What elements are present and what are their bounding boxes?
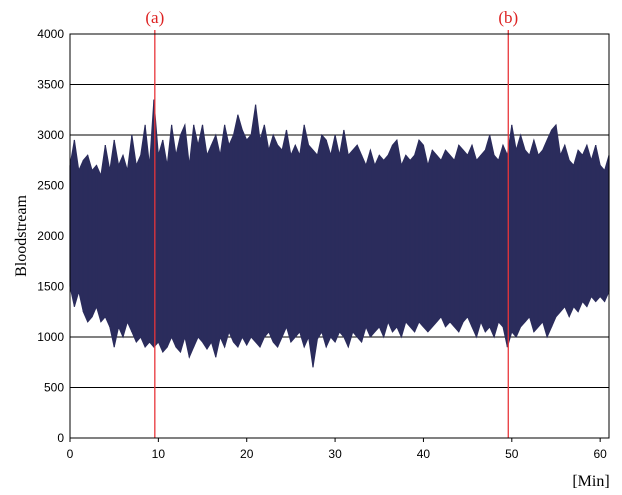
y-tick-label: 3500 xyxy=(37,78,64,92)
x-tick-label: 40 xyxy=(417,447,431,461)
marker-label: (a) xyxy=(145,8,164,27)
marker-label: (b) xyxy=(498,8,518,27)
x-tick-label: 0 xyxy=(67,447,74,461)
x-tick-label: 60 xyxy=(593,447,607,461)
y-tick-label: 1500 xyxy=(37,280,64,294)
x-tick-label: 30 xyxy=(328,447,342,461)
y-tick-label: 500 xyxy=(44,381,64,395)
y-axis-label: Bloodstream xyxy=(13,195,30,277)
y-tick-label: 0 xyxy=(57,431,64,445)
y-tick-label: 1000 xyxy=(37,330,64,344)
y-tick-labels: 0 500 1000 1500 2000 2500 3000 3500 4000 xyxy=(37,27,64,445)
y-tick-label: 2000 xyxy=(37,229,64,243)
y-tick-label: 2500 xyxy=(37,179,64,193)
x-tick-label: 50 xyxy=(505,447,519,461)
y-tick-label: 3000 xyxy=(37,128,64,142)
x-axis-label: [Min] xyxy=(572,473,609,490)
series-bloodstream xyxy=(69,99,610,368)
event-markers: (a) (b) xyxy=(145,8,518,438)
plot-frame xyxy=(69,33,610,439)
x-tick-label: 10 xyxy=(152,447,166,461)
x-tick-label: 20 xyxy=(240,447,254,461)
y-tick-label: 4000 xyxy=(37,27,64,41)
x-tick-labels: 0 10 20 30 40 50 60 xyxy=(67,438,607,461)
